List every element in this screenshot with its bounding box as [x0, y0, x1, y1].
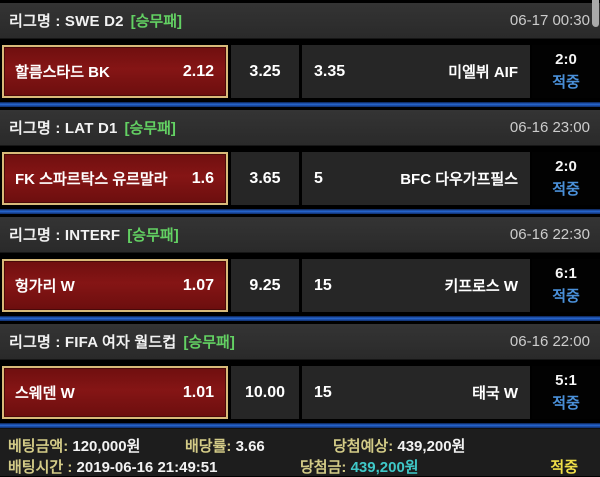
match-block: 리그명 : SWE D2 [승무패] 06-17 00:30 할름스타드 BK …: [0, 0, 600, 107]
draw-odds: 9.25: [249, 276, 281, 294]
bet-amount-label: 베팅금액:: [8, 438, 69, 455]
home-team-name: 헝가리 W: [15, 278, 75, 295]
away-team-name: 미엘뷔 AIF: [448, 64, 518, 81]
bet-type-tag: [승무패]: [183, 334, 235, 351]
match-datetime: 06-16 22:00: [509, 333, 590, 350]
score-column: 5:1 적중: [532, 366, 600, 419]
divider-bar: [0, 423, 600, 428]
total-odds-label: 배당률:: [185, 438, 232, 455]
win-amount: 당첨금: 439,200원: [300, 456, 419, 477]
expected-win-label: 당첨예상:: [333, 438, 394, 455]
expected-win: 당첨예상: 439,200원: [333, 435, 465, 456]
league-header-left: 리그명 : SWE D2 [승무패]: [9, 10, 182, 31]
league-name: 리그명 : INTERF: [9, 227, 121, 244]
league-header-left: 리그명 : FIFA 여자 월드컵 [승무패]: [9, 331, 235, 352]
match-row: 스웨덴 W 1.01 10.00 15 태국 W 5:1 적중: [0, 366, 600, 419]
bet-amount: 베팅금액: 120,000원: [8, 435, 140, 456]
away-odds-cell[interactable]: 3.35 미엘뷔 AIF: [302, 45, 530, 98]
divider-bar: [0, 316, 600, 321]
league-name: 리그명 : FIFA 여자 월드컵: [9, 334, 177, 351]
expected-win-value: 439,200원: [397, 438, 466, 455]
bet-summary: 베팅금액: 120,000원 배당률: 3.66 당첨예상: 439,200원 …: [0, 428, 600, 476]
draw-odds-cell[interactable]: 10.00: [231, 366, 299, 419]
league-header: 리그명 : SWE D2 [승무패] 06-17 00:30: [0, 3, 600, 39]
match-datetime: 06-17 00:30: [509, 12, 590, 29]
home-team-name: 할름스타드 BK: [15, 64, 110, 81]
scrollbar-thumb[interactable]: [592, 0, 599, 27]
home-odds-cell-selected[interactable]: 헝가리 W 1.07: [2, 259, 228, 312]
draw-odds: 3.25: [249, 62, 281, 80]
match-row: FK 스파르탁스 유르말라 1.6 3.65 5 BFC 다우가프필스 2:0 …: [0, 152, 600, 205]
match-block: 리그명 : LAT D1 [승무패] 06-16 23:00 FK 스파르탁스 …: [0, 107, 600, 214]
away-odds: 15: [314, 276, 332, 294]
win-amount-value: 439,200원: [350, 459, 419, 476]
draw-odds-cell[interactable]: 9.25: [231, 259, 299, 312]
bet-time-label: 배팅시간 :: [8, 459, 73, 476]
total-odds: 배당률: 3.66: [185, 435, 265, 456]
home-odds: 1.07: [182, 276, 214, 294]
match-row: 할름스타드 BK 2.12 3.25 3.35 미엘뷔 AIF 2:0 적중: [0, 45, 600, 98]
score-column: 6:1 적중: [532, 259, 600, 312]
final-result-badge: 적중: [550, 459, 578, 476]
bet-type-tag: [승무패]: [127, 227, 179, 244]
bet-type-tag: [승무패]: [124, 120, 176, 137]
score-column: 2:0 적중: [532, 45, 600, 98]
match-datetime: 06-16 23:00: [509, 119, 590, 136]
bet-type-tag: [승무패]: [130, 13, 183, 30]
away-odds: 3.35: [314, 62, 346, 80]
home-odds-cell-selected[interactable]: 스웨덴 W 1.01: [2, 366, 228, 419]
home-odds-cell-selected[interactable]: 할름스타드 BK 2.12: [2, 45, 228, 98]
away-team-name: BFC 다우가프필스: [400, 171, 518, 188]
bet-time: 배팅시간 : 2019-06-16 21:49:51: [8, 456, 218, 477]
bet-amount-value: 120,000원: [72, 438, 141, 455]
league-header: 리그명 : INTERF [승무패] 06-16 22:30: [0, 217, 600, 253]
match-result-badge: 적중: [552, 395, 580, 412]
divider-bar: [0, 102, 600, 107]
home-odds: 2.12: [182, 62, 214, 80]
league-name: 리그명 : SWE D2: [9, 13, 124, 30]
divider-bar: [0, 209, 600, 214]
home-odds: 1.01: [182, 383, 214, 401]
match-block: 리그명 : FIFA 여자 월드컵 [승무패] 06-16 22:00 스웨덴 …: [0, 321, 600, 428]
match-datetime: 06-16 22:30: [509, 226, 590, 243]
away-odds: 5: [314, 169, 323, 187]
match-score: 2:0: [555, 158, 577, 175]
match-row: 헝가리 W 1.07 9.25 15 키프로스 W 6:1 적중: [0, 259, 600, 312]
match-score: 5:1: [555, 372, 577, 389]
home-odds-cell-selected[interactable]: FK 스파르탁스 유르말라 1.6: [2, 152, 228, 205]
match-score: 6:1: [555, 265, 577, 282]
away-odds-cell[interactable]: 5 BFC 다우가프필스: [302, 152, 530, 205]
league-name: 리그명 : LAT D1: [9, 120, 118, 137]
match-result-badge: 적중: [552, 181, 580, 198]
away-odds-cell[interactable]: 15 키프로스 W: [302, 259, 530, 312]
bet-time-value: 2019-06-16 21:49:51: [76, 459, 218, 476]
home-team-name: FK 스파르탁스 유르말라: [15, 171, 168, 188]
win-amount-label: 당첨금:: [300, 459, 347, 476]
total-odds-value: 3.66: [235, 438, 265, 455]
league-header-left: 리그명 : INTERF [승무패]: [9, 224, 179, 245]
league-header-left: 리그명 : LAT D1 [승무패]: [9, 117, 176, 138]
home-team-name: 스웨덴 W: [15, 385, 75, 402]
draw-odds-cell[interactable]: 3.25: [231, 45, 299, 98]
draw-odds: 3.65: [249, 169, 281, 187]
away-odds-cell[interactable]: 15 태국 W: [302, 366, 530, 419]
match-result-badge: 적중: [552, 74, 580, 91]
away-odds: 15: [314, 383, 332, 401]
home-odds: 1.6: [191, 169, 214, 187]
match-result-badge: 적중: [552, 288, 580, 305]
away-team-name: 키프로스 W: [444, 278, 518, 295]
league-header: 리그명 : FIFA 여자 월드컵 [승무패] 06-16 22:00: [0, 324, 600, 360]
score-column: 2:0 적중: [532, 152, 600, 205]
match-block: 리그명 : INTERF [승무패] 06-16 22:30 헝가리 W 1.0…: [0, 214, 600, 321]
away-team-name: 태국 W: [472, 385, 518, 402]
match-score: 2:0: [555, 51, 577, 68]
draw-odds: 10.00: [244, 383, 286, 401]
draw-odds-cell[interactable]: 3.65: [231, 152, 299, 205]
league-header: 리그명 : LAT D1 [승무패] 06-16 23:00: [0, 110, 600, 146]
